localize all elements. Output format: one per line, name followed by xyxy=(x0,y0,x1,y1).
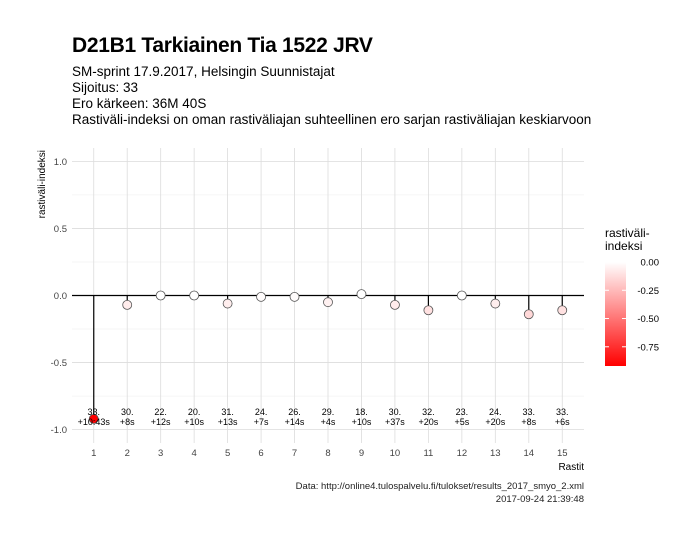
y-axis-title: rastiväli-indeksi xyxy=(37,150,48,218)
data-point xyxy=(323,297,333,308)
data-source-caption: Data: http://online4.tulospalvelu.fi/tul… xyxy=(295,481,584,492)
y-tick-label: 0.0 xyxy=(54,291,67,302)
point-label-placement: 33. xyxy=(523,407,536,417)
point-label-placement: 23. xyxy=(456,407,469,417)
point-label-time: +8s xyxy=(120,417,135,427)
x-tick-label: 8 xyxy=(325,448,330,459)
legend-tick-label: -0.25 xyxy=(637,286,659,297)
data-point xyxy=(122,299,133,310)
x-tick-label: 6 xyxy=(258,448,263,459)
point-label-time: +20s xyxy=(419,417,439,427)
legend-tick-label: -0.50 xyxy=(637,314,659,325)
point-label-time: +5s xyxy=(454,417,469,427)
point-label-placement: 33. xyxy=(87,407,100,417)
y-tick-label: 0.5 xyxy=(54,224,67,235)
point-label-time: +6s xyxy=(555,417,570,427)
legend-colorbar xyxy=(605,262,626,366)
point-label-time: +10:43s xyxy=(78,417,111,427)
point-label-placement: 30. xyxy=(121,407,134,417)
x-tick-label: 1 xyxy=(91,448,96,459)
legend-tick-label: 0.00 xyxy=(641,258,660,269)
point-label-placement: 22. xyxy=(154,407,167,417)
data-point xyxy=(490,298,501,309)
point-label-time: +13s xyxy=(218,417,238,427)
y-tick-label: -1.0 xyxy=(51,425,67,436)
x-tick-label: 14 xyxy=(523,448,534,459)
subtitle-line-gap: Ero kärkeen: 36M 40S xyxy=(72,96,207,111)
point-label-placement: 20. xyxy=(188,407,201,417)
point-label-placement: 24. xyxy=(255,407,268,417)
data-point xyxy=(456,290,467,301)
data-point xyxy=(289,291,300,302)
x-tick-label: 3 xyxy=(158,448,163,459)
point-label-time: +7s xyxy=(254,417,269,427)
chart-subtitle: SM-sprint 17.9.2017, Helsingin Suunnista… xyxy=(72,64,591,128)
x-tick-label: 5 xyxy=(225,448,230,459)
point-label-placement: 31. xyxy=(221,407,234,417)
point-label-time: +4s xyxy=(321,417,336,427)
x-tick-label: 11 xyxy=(423,448,433,459)
legend-title: indeksi xyxy=(605,239,642,253)
y-tick-label: 1.0 xyxy=(54,157,67,168)
data-point xyxy=(222,298,233,309)
timestamp-caption: 2017-09-24 21:39:48 xyxy=(495,494,584,505)
data-point xyxy=(155,290,166,301)
data-point xyxy=(523,309,534,320)
data-point xyxy=(189,290,200,301)
x-tick-label: 2 xyxy=(125,448,130,459)
point-label-placement: 33. xyxy=(556,407,569,417)
subtitle-line-placement: Sijoitus: 33 xyxy=(72,80,139,95)
legend-tick-label: -0.75 xyxy=(637,342,659,353)
y-tick-label: -0.5 xyxy=(51,358,67,369)
point-label-time: +14s xyxy=(285,417,305,427)
point-label-time: +8s xyxy=(521,417,536,427)
data-point xyxy=(356,289,367,300)
point-label-placement: 26. xyxy=(288,407,301,417)
x-axis-title: Rastit xyxy=(558,462,584,473)
point-label-time: +12s xyxy=(151,417,171,427)
x-tick-label: 7 xyxy=(292,448,297,459)
x-tick-label: 4 xyxy=(191,448,196,459)
point-label-time: +20s xyxy=(485,417,505,427)
subtitle-line-description: Rastiväli-indeksi on oman rastiväliajan … xyxy=(72,112,592,127)
x-tick-label: 13 xyxy=(490,448,501,459)
x-tick-label: 15 xyxy=(557,448,568,459)
chart-title: D21B1 Tarkiainen Tia 1522 JRV xyxy=(72,34,373,57)
data-point xyxy=(390,299,400,310)
point-label-time: +10s xyxy=(184,417,204,427)
point-label-time: +10s xyxy=(352,417,372,427)
x-tick-label: 10 xyxy=(390,448,401,459)
legend-title: rastiväli- xyxy=(605,226,650,240)
x-tick-label: 12 xyxy=(457,448,468,459)
data-point xyxy=(557,305,568,316)
data-point xyxy=(256,291,266,302)
point-label-placement: 24. xyxy=(489,407,502,417)
point-label-time: +37s xyxy=(385,417,405,427)
x-tick-label: 9 xyxy=(359,448,364,459)
point-label-placement: 32. xyxy=(422,407,435,417)
point-label-placement: 18. xyxy=(355,407,368,417)
point-label-placement: 29. xyxy=(322,407,335,417)
point-label-placement: 30. xyxy=(389,407,402,417)
subtitle-line-event: SM-sprint 17.9.2017, Helsingin Suunnista… xyxy=(72,64,335,79)
data-point xyxy=(88,413,99,424)
data-point xyxy=(423,305,434,316)
